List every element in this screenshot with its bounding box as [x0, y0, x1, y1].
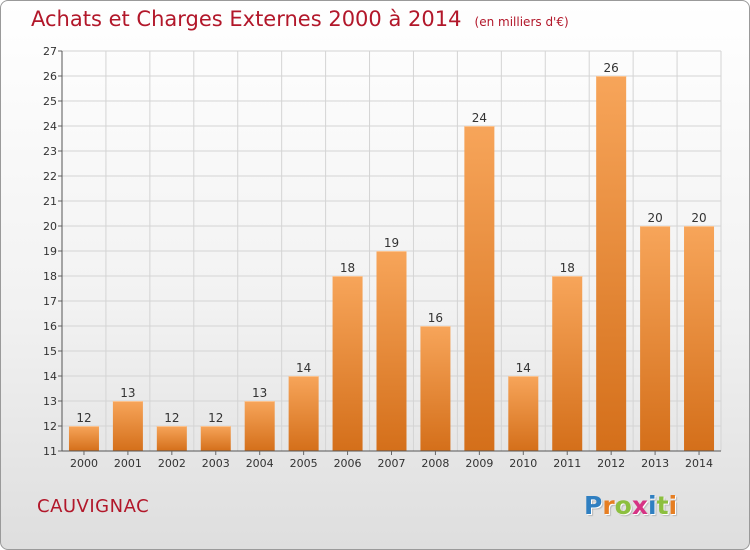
bar-value-label: 14	[516, 361, 531, 375]
bar-value-label: 18	[340, 261, 355, 275]
y-tick-label: 27	[43, 45, 57, 58]
bar-2005	[288, 376, 319, 451]
bar-value-label: 13	[252, 386, 267, 400]
labels: 11 12 13 14 15 16 17 18 19 20 21 22 23 24 25 26 27 12 2000…	[43, 45, 713, 470]
bar-2001	[112, 401, 143, 451]
bar-value-label: 14	[296, 361, 311, 375]
bar-2014	[684, 226, 715, 451]
bar-value-label: 26	[604, 61, 619, 75]
bar-value-label: 13	[120, 386, 135, 400]
bar-value-label: 18	[560, 261, 575, 275]
logo-letter: i	[668, 491, 678, 520]
y-tick-label: 11	[43, 445, 57, 458]
x-tick-label: 2013	[641, 457, 669, 470]
x-tick-label: 2007	[378, 457, 406, 470]
y-tick-label: 16	[43, 320, 57, 333]
x-tick-label: 2010	[509, 457, 537, 470]
y-tick-label: 19	[43, 245, 57, 258]
chart-title: Achats et Charges Externes 2000 à 2014	[31, 7, 462, 31]
axes	[58, 50, 721, 455]
bar-2008	[420, 326, 451, 451]
x-tick-label: 2001	[114, 457, 142, 470]
logo-letter: P	[584, 491, 603, 520]
y-tick-label: 18	[43, 270, 57, 283]
x-tick-label: 2000	[70, 457, 98, 470]
commune-name: CAUVIGNAC	[37, 496, 150, 517]
y-tick-label: 12	[43, 420, 57, 433]
bar-value-label: 12	[76, 411, 91, 425]
bar-2000	[68, 426, 99, 451]
bar-2006	[332, 276, 363, 451]
bar-value-label: 12	[164, 411, 179, 425]
x-tick-label: 2005	[290, 457, 318, 470]
x-tick-label: 2009	[465, 457, 493, 470]
y-tick-label: 26	[43, 70, 57, 83]
x-tick-label: 2014	[685, 457, 713, 470]
x-tick-label: 2011	[553, 457, 581, 470]
bar-2003	[200, 426, 231, 451]
x-tick-label: 2008	[421, 457, 449, 470]
y-tick-label: 15	[43, 345, 57, 358]
y-tick-label: 24	[43, 120, 57, 133]
bar-2010	[508, 376, 539, 451]
bar-2012	[596, 76, 627, 451]
bar-2002	[156, 426, 187, 451]
bar-2013	[640, 226, 671, 451]
x-tick-label: 2012	[597, 457, 625, 470]
bar-value-label: 20	[691, 211, 706, 225]
proxiti-logo: Proxiti	[584, 491, 677, 520]
y-tick-label: 20	[43, 220, 57, 233]
x-tick-label: 2004	[246, 457, 274, 470]
chart-unit: (en milliers d'€)	[474, 15, 569, 29]
bar-value-label: 12	[208, 411, 223, 425]
x-tick-label: 2003	[202, 457, 230, 470]
bar-2007	[376, 251, 407, 451]
chart-title-block: Achats et Charges Externes 2000 à 2014 (…	[31, 7, 569, 31]
y-tick-label: 22	[43, 170, 57, 183]
y-tick-label: 14	[43, 370, 57, 383]
logo-letter: t	[656, 491, 669, 520]
y-tick-label: 13	[43, 395, 57, 408]
bar-value-label: 19	[384, 236, 399, 250]
logo-letter: i	[648, 491, 657, 520]
bar-value-label: 24	[472, 111, 487, 125]
x-tick-label: 2002	[158, 457, 186, 470]
bar-value-label: 16	[428, 311, 443, 325]
y-tick-label: 17	[43, 295, 57, 308]
y-tick-label: 23	[43, 145, 57, 158]
bar-2004	[244, 401, 275, 451]
bar-value-label: 20	[647, 211, 662, 225]
bars	[68, 76, 715, 451]
logo-letter: x	[631, 491, 648, 520]
bar-2009	[464, 126, 495, 451]
bar-2011	[552, 276, 583, 451]
y-tick-label: 21	[43, 195, 57, 208]
x-tick-label: 2006	[334, 457, 362, 470]
y-tick-label: 25	[43, 95, 57, 108]
logo-letter: o	[614, 491, 632, 520]
logo-letter: r	[602, 491, 615, 520]
